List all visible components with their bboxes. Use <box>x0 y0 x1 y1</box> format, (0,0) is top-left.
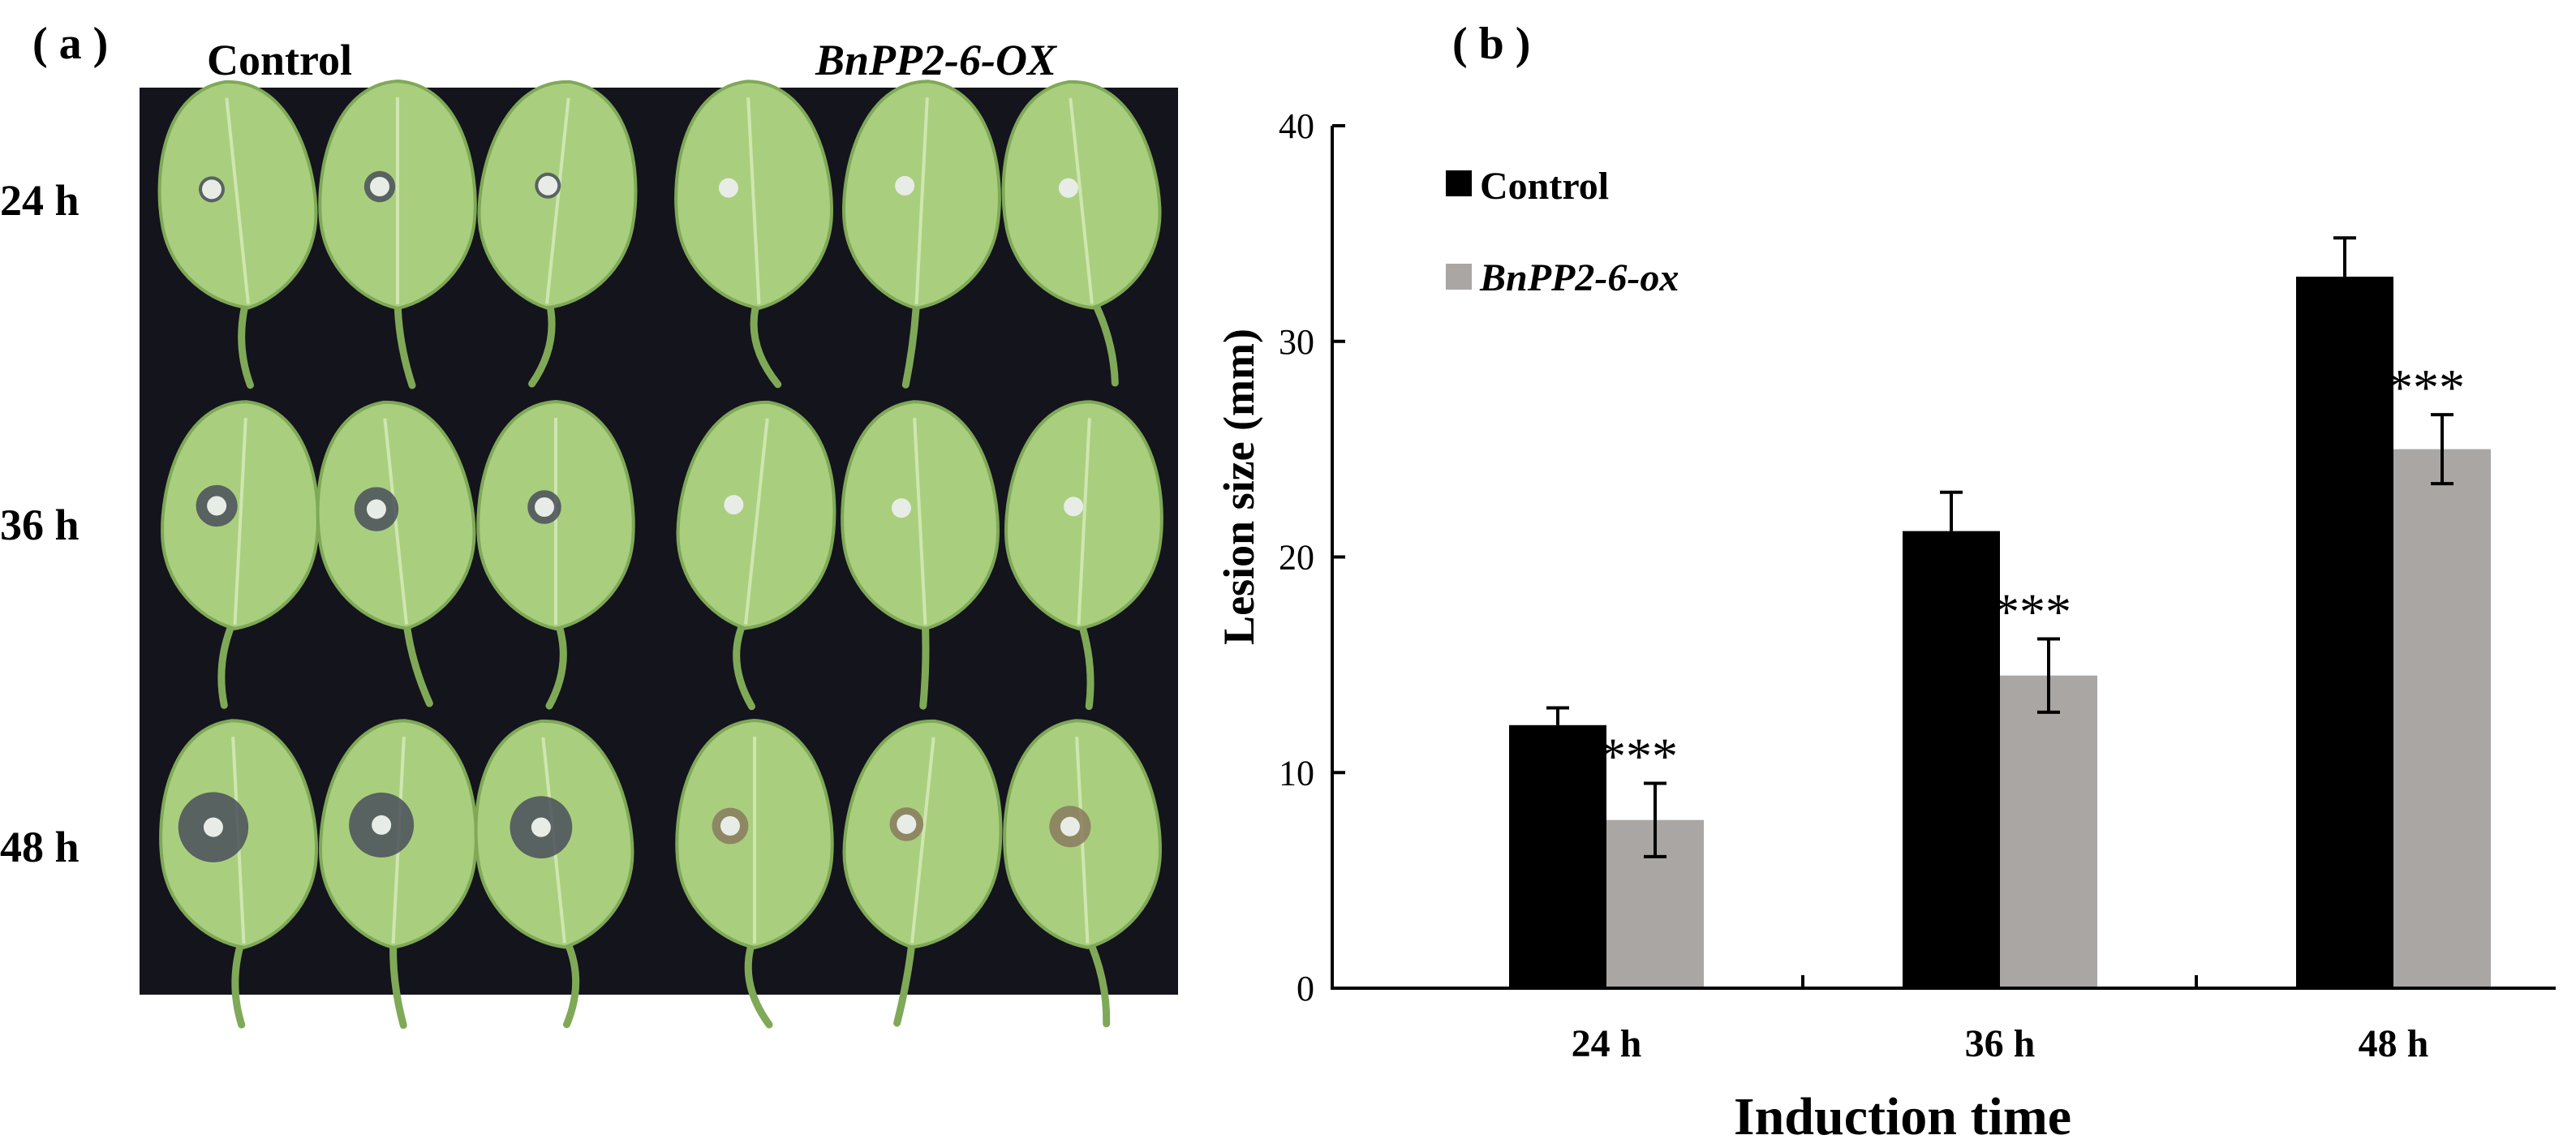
bar-control <box>2296 277 2393 988</box>
inoculation-disc <box>372 815 392 835</box>
inoculation-disc <box>535 497 554 517</box>
leaf <box>842 80 1001 389</box>
x-axis-title: Induction time <box>1734 1087 2071 1146</box>
inoculation-disc <box>891 498 911 518</box>
inoculation-disc <box>370 177 389 196</box>
y-tick-label: 20 <box>1279 538 1314 578</box>
y-axis-ticks: 0 10 20 30 40 <box>1279 106 1345 1008</box>
leaf-midrib <box>1069 97 1094 304</box>
inoculation-disc <box>718 178 738 198</box>
row-label-48h: 48 h <box>0 823 80 871</box>
error-bars <box>1546 236 2453 858</box>
inoculation-disc <box>203 817 223 837</box>
panel-b-chart: ( b ) Lesion size (mm) Induction time 0 1… <box>1215 19 2556 1146</box>
inoculation-disc <box>531 817 551 837</box>
significance-label: *** <box>2387 359 2465 416</box>
leaf <box>842 719 1003 1027</box>
leaf <box>1001 80 1162 387</box>
leaf <box>674 80 833 389</box>
bar-ox <box>2000 675 2097 988</box>
leaf <box>157 80 318 389</box>
inoculation-disc <box>720 816 740 836</box>
leaf-midrib <box>233 418 247 625</box>
x-tick-label: 48 h <box>2359 1022 2429 1065</box>
leaf <box>474 719 634 1029</box>
y-axis-title: Lesion size (mm) <box>1215 329 1263 645</box>
leaf-midrib <box>383 418 408 625</box>
inoculation-disc <box>207 496 227 516</box>
leaf <box>841 400 1000 710</box>
legend-swatch-control <box>1446 170 1472 196</box>
significance-markers: *** *** *** <box>1600 359 2465 785</box>
panel-a-label: ( a ) <box>32 19 108 69</box>
significance-label: *** <box>1600 728 1678 785</box>
leaf <box>159 719 318 1029</box>
bar-series <box>1509 277 2491 988</box>
leaf-midrib <box>1077 418 1091 625</box>
inoculation-disc <box>724 495 744 515</box>
y-tick-label: 10 <box>1279 753 1314 793</box>
leaf-midrib <box>744 418 769 625</box>
legend-label-control: Control <box>1480 165 1609 208</box>
column-label-ox: BnPP2-6-OX <box>815 36 1058 84</box>
leaf <box>316 400 476 707</box>
inoculation-disc <box>895 175 915 196</box>
leaf <box>319 719 478 1030</box>
leaf <box>161 400 320 709</box>
x-tick-label: 24 h <box>1572 1022 1642 1065</box>
inoculation-disc <box>1064 497 1084 517</box>
leaf <box>675 718 834 1029</box>
legend-swatch-ox <box>1446 264 1472 290</box>
leaf-midrib <box>746 97 761 304</box>
x-axis-ticks: 24 h 36 h 48 h <box>1572 975 2429 1065</box>
row-label-24h: 24 h <box>0 176 80 225</box>
y-tick-label: 30 <box>1279 322 1314 362</box>
panel-b-label: ( b ) <box>1452 19 1530 69</box>
significance-label: *** <box>1993 583 2071 640</box>
legend: Control BnPP2-6-ox <box>1446 165 1679 299</box>
inoculation-disc <box>201 179 221 200</box>
inoculation-disc <box>366 499 386 519</box>
bar-control <box>1509 724 1606 988</box>
leaf <box>1004 400 1163 711</box>
legend-label-ox: BnPP2-6-ox <box>1479 256 1679 299</box>
panel-a-photo: ( a ) Control BnPP2-6-OX 24 h 36 h 48 h <box>0 19 1178 1030</box>
row-label-36h: 36 h <box>0 501 80 549</box>
inoculation-disc <box>1060 816 1080 836</box>
inoculation-disc <box>1058 178 1078 198</box>
leaf <box>476 399 635 710</box>
leaf-midrib <box>914 97 929 304</box>
leaf-midrib <box>545 97 570 304</box>
leaf <box>477 80 638 388</box>
leaf <box>1003 719 1162 1028</box>
inoculation-disc <box>538 175 558 196</box>
bar-ox <box>2393 449 2491 988</box>
column-label-control: Control <box>207 36 352 84</box>
leaf-midrib <box>225 97 250 304</box>
leaf-grid <box>157 79 1163 1030</box>
leaf-midrib <box>913 418 927 625</box>
leaf <box>676 400 836 711</box>
leaf-midrib <box>910 737 935 944</box>
y-tick-label: 0 <box>1297 969 1314 1008</box>
bar-control <box>1903 531 2000 988</box>
x-tick-label: 36 h <box>1965 1022 2036 1065</box>
leaf <box>318 79 477 389</box>
y-tick-label: 40 <box>1279 106 1314 146</box>
inoculation-disc <box>897 814 917 834</box>
